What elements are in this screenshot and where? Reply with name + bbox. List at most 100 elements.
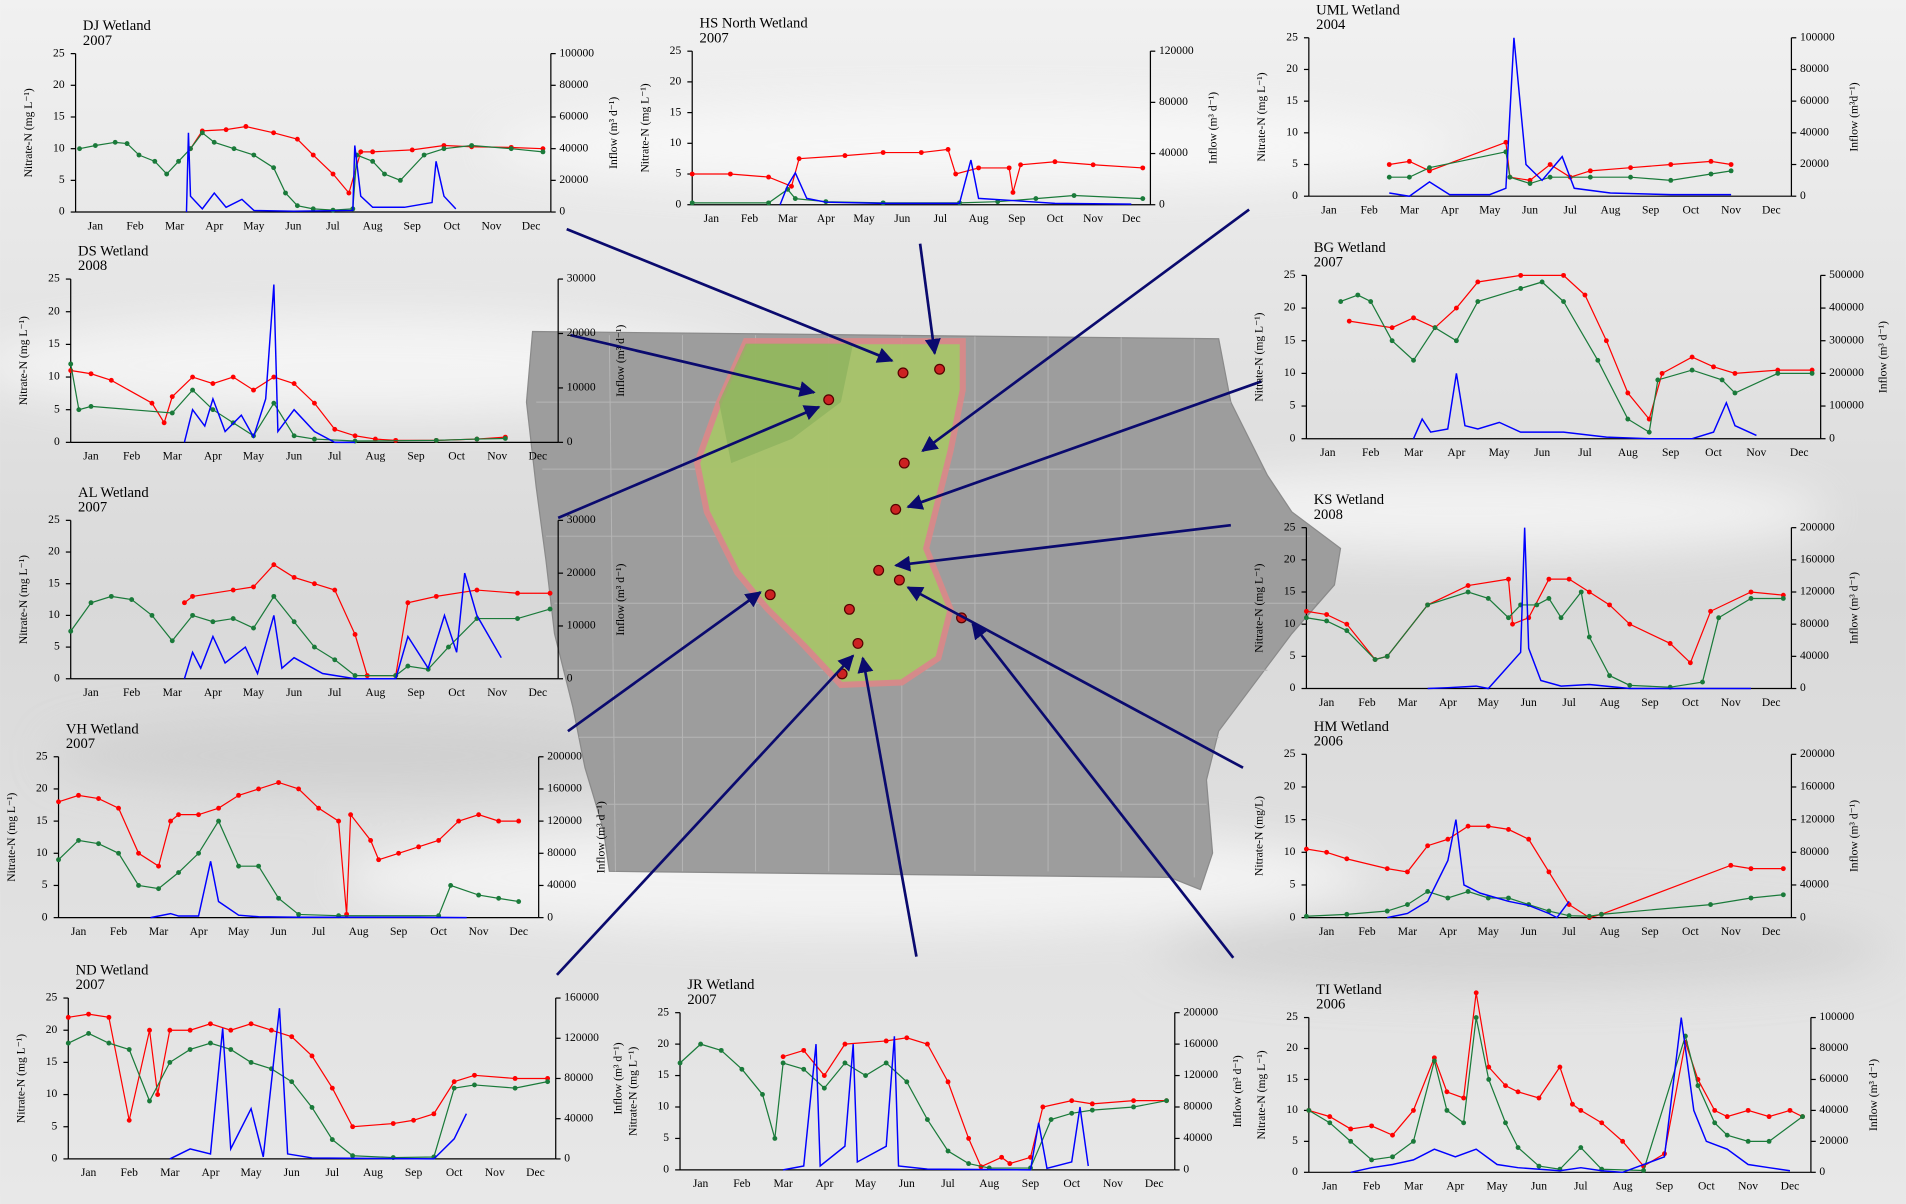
- data-point: [966, 1136, 971, 1141]
- x-tick-label: Nov: [481, 219, 501, 232]
- x-tick-label: Jul: [328, 686, 342, 699]
- y2-axis-label: Inflow (m³ d⁻¹): [1867, 1059, 1880, 1131]
- data-point: [843, 1042, 848, 1047]
- data-point: [1546, 869, 1551, 874]
- x-tick-label: Jan: [81, 1166, 97, 1179]
- data-point: [216, 819, 221, 824]
- x-tick-label: Oct: [1705, 446, 1722, 459]
- chart-subtitle: 2007: [687, 992, 716, 1008]
- data-point: [136, 851, 141, 856]
- y2-axis-label: Inflow (m³d⁻¹): [1847, 82, 1860, 151]
- x-tick-label: Jan: [1320, 446, 1336, 459]
- y-tick-label: 15: [53, 110, 65, 123]
- data-point: [1385, 909, 1390, 914]
- data-point: [1546, 577, 1551, 582]
- x-tick-label: Jun: [1531, 1180, 1547, 1193]
- chart-title: JR Wetland: [687, 977, 755, 993]
- data-point: [1454, 338, 1459, 343]
- data-point: [276, 896, 281, 901]
- data-point: [1546, 596, 1551, 601]
- y2-tick-label: 80000: [1800, 845, 1829, 858]
- x-tick-label: Feb: [1358, 925, 1376, 938]
- data-point: [1304, 914, 1309, 919]
- y-axis-label: Nitrate-N (mg L⁻¹): [639, 83, 652, 172]
- data-point: [1559, 615, 1564, 620]
- data-point: [1385, 654, 1390, 659]
- x-tick-label: Nov: [1721, 925, 1741, 938]
- data-point: [1474, 1015, 1479, 1020]
- y2-tick-label: 10000: [567, 381, 596, 394]
- data-point: [690, 172, 695, 177]
- y-tick-label: 0: [1292, 1165, 1298, 1178]
- x-tick-label: Aug: [363, 219, 383, 232]
- x-tick-label: Dec: [509, 925, 528, 938]
- data-point: [1347, 319, 1352, 324]
- y2-axis-label: Inflow (m³ d⁻¹): [614, 563, 627, 635]
- data-point: [1641, 1168, 1646, 1173]
- chart-title: AL Wetland: [78, 485, 149, 501]
- x-tick-label: Sep: [1641, 925, 1659, 938]
- data-point: [1503, 1083, 1508, 1088]
- data-point: [1668, 178, 1673, 183]
- data-point: [1548, 175, 1553, 180]
- data-point: [1324, 619, 1329, 624]
- data-point: [1733, 371, 1738, 376]
- x-tick-label: Mar: [165, 219, 184, 232]
- data-point: [1561, 273, 1566, 278]
- y-tick-label: 20: [36, 782, 48, 795]
- data-point: [1767, 1139, 1772, 1144]
- data-point: [1040, 1105, 1045, 1110]
- x-tick-label: Jun: [1521, 925, 1537, 938]
- data-point: [1627, 622, 1632, 627]
- data-point: [1072, 193, 1077, 198]
- y2-tick-label: 160000: [547, 782, 582, 795]
- data-point: [1668, 641, 1673, 646]
- data-point: [976, 165, 981, 170]
- data-point: [436, 838, 441, 843]
- y-tick-label: 25: [53, 46, 65, 59]
- data-point: [1387, 162, 1392, 167]
- data-point: [1587, 590, 1592, 595]
- data-point: [925, 1117, 930, 1122]
- data-point: [766, 200, 771, 205]
- data-point: [999, 1155, 1004, 1160]
- y-axis-label: Nitrate-N (mg/L): [1253, 796, 1266, 876]
- data-point: [358, 149, 363, 154]
- y2-tick-label: 10000: [567, 619, 596, 632]
- x-tick-label: Oct: [448, 450, 465, 463]
- x-tick-label: Jul: [312, 925, 326, 938]
- y-tick-label: 15: [670, 105, 682, 118]
- x-tick-label: Aug: [365, 450, 385, 463]
- y-axis-label: Nitrate-N (mg L⁻¹): [1253, 312, 1266, 401]
- y2-tick-label: 0: [559, 205, 565, 218]
- y2-tick-label: 120000: [1800, 585, 1835, 598]
- data-point: [1708, 609, 1713, 614]
- data-point: [1445, 837, 1450, 842]
- data-point: [1625, 391, 1630, 396]
- data-point: [766, 175, 771, 180]
- data-point: [1387, 175, 1392, 180]
- x-tick-label: Dec: [526, 1166, 545, 1179]
- data-point: [1304, 609, 1309, 614]
- data-point: [1579, 590, 1584, 595]
- y-tick-label: 10: [48, 608, 60, 621]
- data-point: [236, 864, 241, 869]
- x-tick-label: Apr: [1446, 1180, 1464, 1193]
- x-tick-label: Apr: [190, 925, 208, 938]
- y2-tick-label: 0: [1800, 681, 1806, 694]
- data-point: [292, 575, 297, 580]
- data-point: [919, 150, 924, 155]
- x-tick-label: Jul: [1562, 696, 1576, 709]
- data-point: [1700, 680, 1705, 685]
- data-point: [1486, 1077, 1491, 1082]
- data-point: [1749, 590, 1754, 595]
- data-point: [1660, 371, 1665, 376]
- data-point: [431, 1111, 436, 1116]
- y2-tick-label: 40000: [559, 141, 588, 154]
- y-tick-label: 0: [675, 197, 681, 210]
- x-tick-label: Sep: [1642, 203, 1660, 216]
- y-tick-label: 10: [48, 370, 60, 383]
- data-point: [1390, 325, 1395, 330]
- data-point: [1344, 856, 1349, 861]
- x-tick-label: May: [243, 219, 264, 232]
